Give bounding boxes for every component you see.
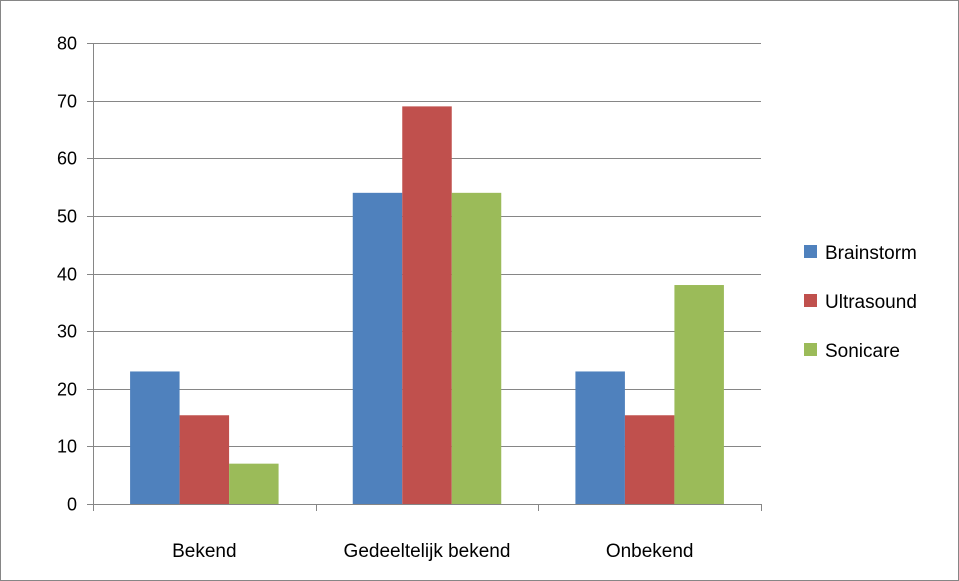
y-tick-label: 80	[57, 34, 77, 54]
bar-sonicare-gedeeltelijk-bekend	[451, 192, 502, 504]
y-tick-label: 20	[57, 380, 77, 400]
bar-brainstorm-gedeeltelijk-bekend	[352, 192, 403, 504]
x-category-label: Gedeeltelijk bekend	[344, 541, 511, 562]
x-category-label: Bekend	[172, 541, 236, 562]
legend-swatch	[804, 294, 817, 307]
legend-label: Sonicare	[825, 341, 900, 362]
bar-ultrasound-gedeeltelijk-bekend	[402, 106, 452, 504]
bar-sonicare-bekend	[229, 463, 279, 504]
x-category-labels: Bekend Gedeeltelijk bekend Onbekend	[172, 541, 693, 562]
bar-brainstorm-onbekend	[575, 371, 625, 504]
bars	[130, 106, 724, 504]
bar-brainstorm-bekend	[130, 371, 180, 504]
y-tick-label: 40	[57, 265, 77, 285]
legend-swatch	[804, 245, 817, 258]
legend-label: Ultrasound	[825, 292, 917, 313]
y-tick-label: 0	[67, 495, 77, 515]
axes	[87, 43, 762, 511]
legend-swatch	[804, 343, 817, 356]
x-category-label: Onbekend	[606, 541, 694, 562]
legend: Brainstorm Ultrasound Sonicare	[804, 243, 917, 362]
y-tick-labels: 0 10 20 30 40 50 60 70 80	[57, 34, 77, 515]
y-tick-label: 60	[57, 149, 77, 169]
bar-sonicare-onbekend	[674, 285, 724, 504]
y-tick-label: 10	[57, 437, 77, 457]
legend-label: Brainstorm	[825, 243, 917, 264]
bar-ultrasound-onbekend	[624, 415, 675, 504]
y-tick-label: 30	[57, 322, 77, 342]
y-tick-label: 70	[57, 92, 77, 112]
bar-ultrasound-bekend	[179, 415, 230, 504]
y-tick-label: 50	[57, 207, 77, 227]
